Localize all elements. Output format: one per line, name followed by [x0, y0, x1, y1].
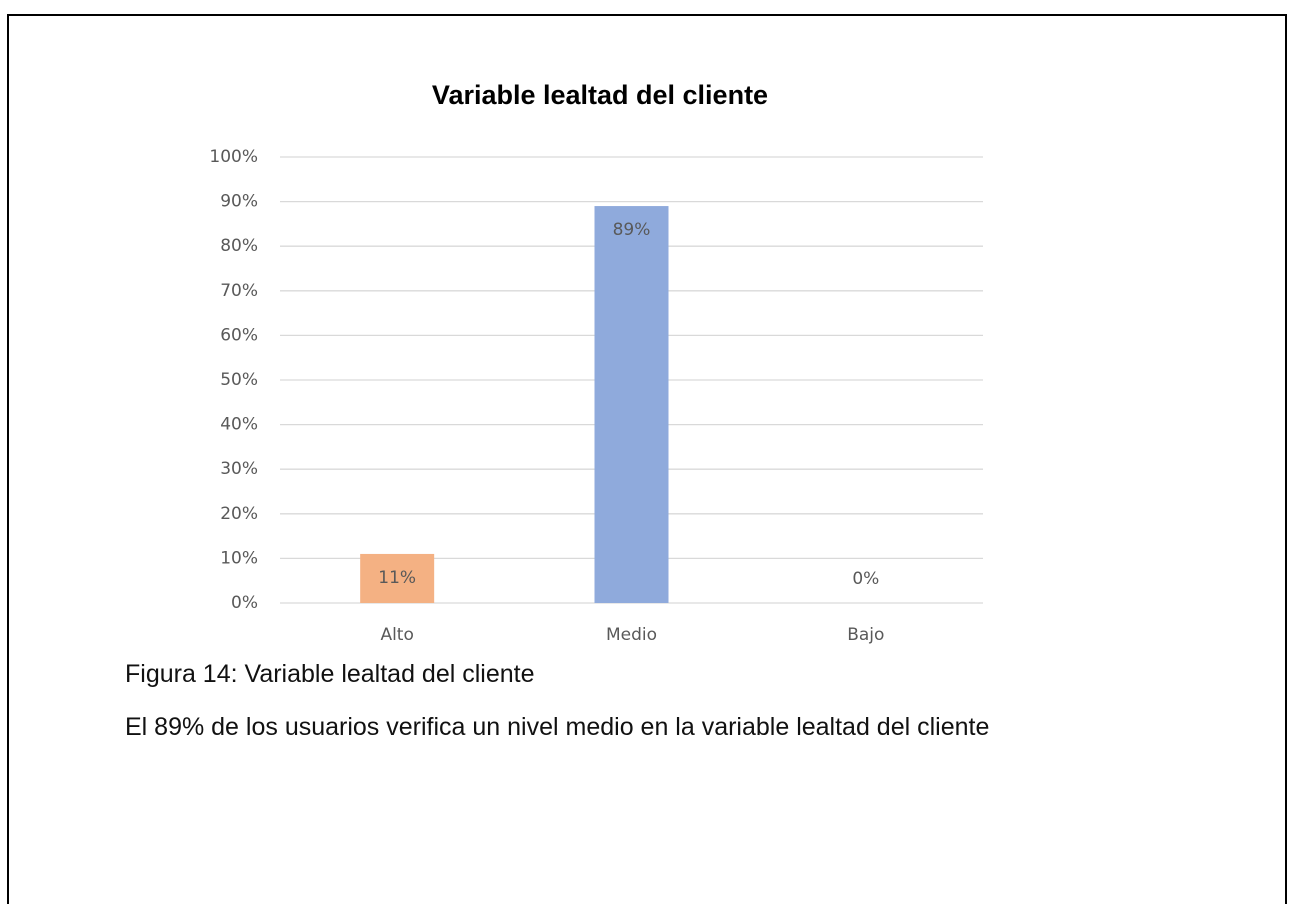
- data-label: 11%: [378, 568, 416, 588]
- data-label: 0%: [852, 569, 879, 589]
- description: El 89% de los usuarios verifica un nivel…: [125, 713, 990, 741]
- x-tick-label: Medio: [606, 625, 657, 645]
- y-tick-label: 20%: [220, 504, 258, 524]
- y-tick-label: 40%: [220, 415, 258, 435]
- y-tick-label: 50%: [220, 370, 258, 390]
- x-tick-label: Alto: [380, 625, 413, 645]
- chart-title: Variable lealtad del cliente: [432, 80, 768, 110]
- y-tick-label: 70%: [220, 281, 258, 301]
- y-tick-label: 90%: [220, 192, 258, 212]
- y-tick-label: 30%: [220, 459, 258, 479]
- y-tick-label: 60%: [220, 325, 258, 345]
- caption: Figura 14: Variable lealtad del cliente: [125, 660, 535, 688]
- frame: [7, 14, 1287, 904]
- bar: [594, 206, 669, 603]
- y-tick-label: 10%: [220, 548, 258, 568]
- y-tick-label: 80%: [220, 236, 258, 256]
- x-tick-label: Bajo: [847, 625, 884, 645]
- y-tick-label: 0%: [231, 593, 258, 613]
- data-label: 89%: [613, 220, 651, 240]
- y-tick-label: 100%: [209, 147, 258, 167]
- bar: [360, 553, 435, 603]
